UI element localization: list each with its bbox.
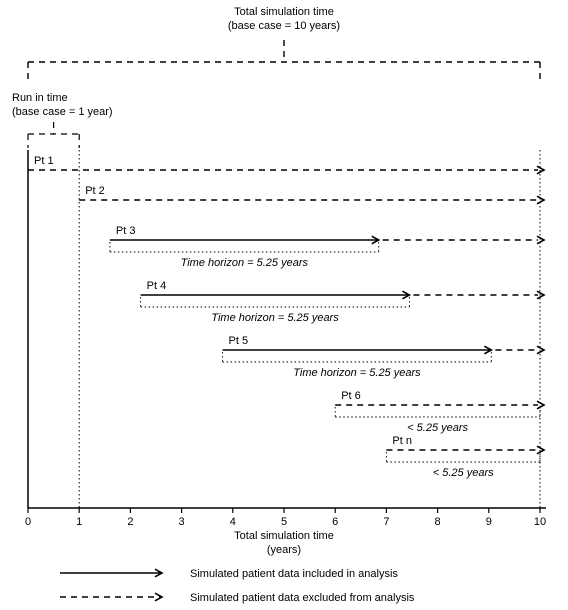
simulation-diagram: Total simulation time (base case = 10 ye… [0, 0, 568, 610]
svg-text:Pt 5: Pt 5 [229, 335, 249, 347]
svg-text:Pt 4: Pt 4 [147, 280, 167, 292]
svg-text:10: 10 [534, 516, 546, 528]
svg-text:Pt 2: Pt 2 [85, 185, 105, 197]
svg-text:7: 7 [383, 516, 389, 528]
svg-text:5: 5 [281, 516, 287, 528]
svg-text:Pt n: Pt n [392, 435, 412, 447]
svg-text:Time horizon = 5.25 years: Time horizon = 5.25 years [211, 312, 339, 324]
svg-text:6: 6 [332, 516, 338, 528]
svg-text:< 5.25 years: < 5.25 years [407, 422, 468, 434]
svg-text:0: 0 [25, 516, 31, 528]
svg-text:Time horizon = 5.25 years: Time horizon = 5.25 years [181, 257, 309, 269]
svg-text:1: 1 [76, 516, 82, 528]
diagram-svg: 0 1 2 3 4 5 6 7 8 9 10 Pt 1 Pt 2 Pt 3 Time horizon = 5… [0, 0, 568, 610]
svg-text:3: 3 [179, 516, 185, 528]
svg-text:Pt 6: Pt 6 [341, 390, 361, 402]
svg-text:2: 2 [127, 516, 133, 528]
svg-text:Time horizon = 5.25 years: Time horizon = 5.25 years [293, 367, 421, 379]
svg-text:8: 8 [435, 516, 441, 528]
svg-text:< 5.25 years: < 5.25 years [433, 467, 494, 479]
svg-text:Pt 1: Pt 1 [34, 155, 54, 167]
svg-text:Pt 3: Pt 3 [116, 225, 136, 237]
svg-text:9: 9 [486, 516, 492, 528]
svg-text:4: 4 [230, 516, 236, 528]
